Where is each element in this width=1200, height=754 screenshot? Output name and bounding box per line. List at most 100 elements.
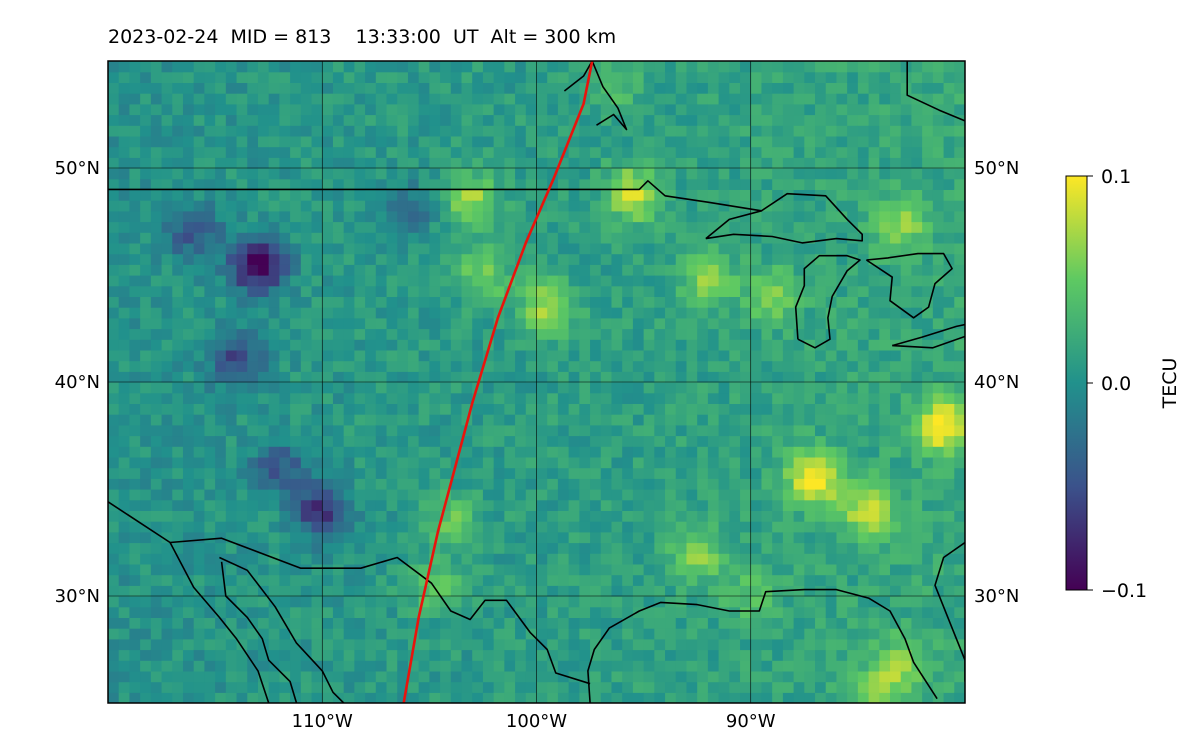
heat-cell — [847, 521, 859, 533]
heat-cell — [118, 168, 131, 180]
heat-cell — [440, 221, 452, 233]
heat-cell — [290, 531, 302, 544]
heat-cell — [740, 382, 752, 394]
heat-cell — [825, 328, 838, 340]
heat-cell — [579, 114, 591, 126]
heat-cell — [536, 521, 548, 533]
heat-cell — [740, 349, 752, 362]
heat-cell — [622, 200, 634, 212]
heat-cell — [954, 563, 965, 576]
heat-cell — [118, 414, 131, 426]
heat-cell — [108, 424, 120, 437]
heat-cell — [172, 435, 184, 447]
heat-cell — [857, 638, 870, 651]
heat-cell — [247, 242, 259, 255]
heat-cell — [140, 146, 152, 158]
heat-cell — [118, 585, 131, 597]
heat-cell — [782, 71, 795, 83]
heat-cell — [236, 382, 248, 394]
heat-cell — [954, 168, 965, 180]
heat-cell — [440, 178, 452, 190]
heat-cell — [718, 360, 730, 372]
heat-cell — [686, 178, 698, 190]
heat-cell — [879, 328, 891, 340]
heat-cell — [697, 168, 709, 180]
heat-cell — [836, 446, 848, 458]
heat-cell — [493, 531, 505, 544]
heat-cell — [740, 317, 752, 330]
heat-cell — [654, 114, 666, 126]
heat-cell — [793, 125, 805, 137]
heat-cell — [868, 93, 880, 105]
heat-cell — [793, 446, 805, 458]
heat-cell — [193, 499, 206, 511]
heat-cell — [407, 456, 420, 469]
heat-cell — [836, 382, 848, 394]
heat-cell — [632, 424, 645, 437]
heat-cell — [515, 200, 527, 212]
heat-cell — [782, 478, 795, 490]
heat-cell — [590, 660, 602, 672]
heat-cell — [932, 135, 945, 148]
heat-cell — [611, 125, 623, 137]
heat-cell — [322, 285, 334, 297]
heat-cell — [322, 275, 334, 287]
heat-cell — [793, 542, 805, 554]
heat-cell — [686, 349, 698, 362]
heat-cell — [504, 296, 516, 308]
heat-cell — [279, 339, 291, 351]
heat-cell — [857, 82, 870, 94]
heat-cell — [536, 93, 548, 105]
heat-cell — [172, 146, 184, 158]
heat-cell — [750, 371, 763, 383]
heat-cell — [815, 510, 827, 522]
heat-cell — [557, 563, 570, 576]
heat-cell — [525, 499, 538, 511]
heat-cell — [204, 317, 216, 330]
heat-cell — [215, 242, 227, 255]
heat-cell — [482, 146, 495, 158]
heat-cell — [461, 521, 473, 533]
heat-cell — [804, 681, 816, 693]
heat-cell — [718, 692, 730, 703]
heat-cell — [622, 628, 634, 640]
heat-cell — [890, 542, 902, 554]
heat-cell — [782, 521, 795, 533]
heat-cell — [108, 114, 120, 126]
heat-cell — [161, 82, 173, 94]
heat-cell — [108, 489, 120, 501]
heat-cell — [707, 157, 720, 169]
heat-cell — [215, 531, 227, 544]
heat-cell — [622, 82, 634, 94]
heat-cell — [193, 285, 206, 297]
heat-cell — [493, 628, 505, 640]
heat-cell — [686, 606, 698, 618]
heat-cell — [686, 275, 698, 287]
heat-cell — [290, 392, 302, 404]
heat-cell — [697, 285, 709, 297]
heat-cell — [847, 296, 859, 308]
heat-cell — [922, 178, 934, 190]
heat-cell — [332, 382, 345, 394]
heat-cell — [622, 232, 634, 244]
heat-cell — [407, 157, 420, 169]
heat-cell — [118, 456, 131, 469]
heat-cell — [247, 467, 259, 479]
heat-cell — [193, 189, 206, 201]
heat-cell — [847, 178, 859, 190]
heat-cell — [236, 467, 248, 479]
heat-cell — [493, 296, 505, 308]
heat-cell — [686, 649, 698, 661]
y-tick-label-right: 40°N — [974, 372, 1019, 393]
heat-cell — [868, 61, 880, 73]
heat-cell — [193, 93, 206, 105]
heat-cell — [557, 489, 570, 501]
heat-cell — [365, 392, 377, 404]
heat-cell — [193, 446, 206, 458]
heat-cell — [632, 264, 645, 276]
heat-cell — [461, 574, 473, 586]
heat-cell — [740, 670, 752, 683]
heat-cell — [332, 574, 345, 586]
heat-cell — [461, 424, 473, 437]
heat-cell — [290, 521, 302, 533]
